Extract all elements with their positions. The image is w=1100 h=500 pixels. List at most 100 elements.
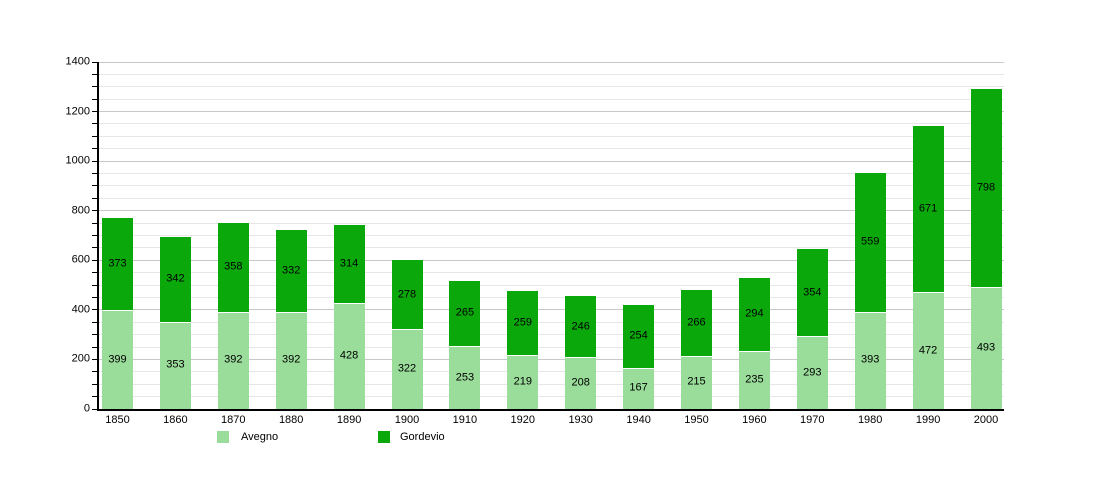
x-axis-label: 1870 [221, 414, 246, 426]
gridline-minor [99, 123, 1004, 125]
plot-area: 0 200 400 600 800 1000 1200 1400 399 373 1850 353 34… [66, 56, 1004, 426]
gridline-minor [99, 396, 1004, 398]
y-axis-tick [92, 148, 97, 150]
bar-value-label: 493 [976, 341, 996, 354]
y-axis-tick [92, 235, 97, 236]
bar-value-label: 472 [918, 344, 938, 356]
y-axis-label: 200 [71, 352, 90, 365]
bar-segment-gordevio [912, 125, 944, 292]
x-axis-label: 1890 [336, 414, 362, 426]
bar-segment-gordevio [738, 277, 770, 351]
y-axis-tick [92, 334, 97, 336]
y-axis-tick [92, 197, 97, 199]
x-axis-label: 1880 [278, 414, 304, 426]
y-axis-tick [92, 371, 97, 373]
bar-segment-avegno [681, 355, 712, 409]
bar-value-label: 399 [108, 353, 127, 366]
y-axis-tick [92, 173, 97, 175]
gridline-major [99, 160, 1004, 162]
bar-value-label: 246 [571, 320, 590, 333]
bar-value-label: 798 [976, 181, 996, 194]
bar-segment-avegno [217, 311, 249, 409]
y-axis-tick [92, 321, 97, 323]
bar-value-label: 294 [745, 307, 764, 320]
bar-segment-avegno [391, 329, 423, 409]
y-axis-label: 800 [71, 204, 90, 217]
x-axis-label: 1930 [568, 414, 593, 426]
bar-value-label: 332 [282, 264, 301, 277]
y-axis-tick [92, 272, 97, 274]
x-axis-label: 1850 [105, 414, 130, 426]
bar-value-label: 428 [339, 349, 359, 362]
bar-value-label: 373 [108, 257, 127, 270]
legend-label-avegno: Avegno [241, 431, 279, 443]
gridline-major [99, 111, 1004, 113]
y-axis-tick [92, 383, 97, 385]
bar-segment-gordevio [159, 236, 191, 322]
y-axis-label: 0 [83, 402, 90, 415]
bar-value-label: 265 [455, 306, 475, 319]
gridline-major [99, 358, 1004, 360]
gridline-major [99, 61, 1004, 63]
bar-segment-gordevio [102, 217, 133, 311]
gridline-minor [99, 383, 1004, 385]
gridline-minor [99, 185, 1004, 187]
gridline-minor [99, 296, 1004, 298]
bar-value-label: 253 [455, 371, 475, 384]
bar-value-label: 342 [166, 272, 185, 285]
bar-value-label: 235 [745, 373, 764, 386]
bar-segment-avegno [796, 336, 828, 409]
x-axis-label: 1960 [742, 414, 767, 426]
legend-swatch-avegno [217, 431, 229, 443]
gridline-minor [99, 371, 1004, 373]
y-axis-tick [92, 111, 97, 113]
bar-segment-gordevio [275, 229, 307, 312]
bar-segment-gordevio [796, 248, 828, 337]
x-axis-label: 1940 [626, 414, 651, 426]
gridline-major [99, 210, 1004, 212]
bar-segment-gordevio [970, 89, 1002, 287]
legend-swatch-gordevio [378, 431, 390, 443]
bar-value-label: 559 [861, 235, 880, 248]
y-axis-tick [92, 123, 97, 125]
y-axis-tick [92, 61, 97, 63]
bar-segment-avegno [507, 354, 539, 409]
y-axis-tick [92, 408, 97, 410]
bar-segment-avegno [970, 286, 1002, 409]
gridline-minor [99, 173, 1004, 175]
bar-segment-avegno [623, 367, 655, 409]
gridline-minor [99, 135, 1004, 137]
bar-value-label: 392 [224, 353, 243, 366]
y-axis-tick [92, 73, 97, 75]
y-axis-tick [92, 222, 97, 224]
bar-segment-avegno [912, 292, 944, 409]
x-axis-label: 1920 [510, 414, 536, 426]
y-axis-label: 1400 [65, 55, 90, 68]
gridline-minor [99, 272, 1004, 274]
bar-segment-avegno [275, 311, 307, 409]
y-axis-tick [92, 358, 97, 360]
gridline-minor [99, 321, 1004, 323]
gridline-major [99, 309, 1004, 311]
bar-segment-gordevio [217, 223, 249, 312]
x-axis-label: 1980 [857, 414, 883, 426]
y-axis-tick [92, 98, 97, 100]
gridline-minor [99, 197, 1004, 199]
bar-value-label: 293 [803, 366, 822, 379]
bar-segment-avegno [565, 357, 597, 409]
bar-value-label: 354 [803, 286, 822, 298]
gridline-minor [99, 247, 1004, 249]
gridline-minor [99, 86, 1004, 88]
legend: Avegno Gordevio [0, 431, 1100, 445]
y-axis-label: 600 [71, 253, 90, 266]
bar-segment-gordevio [565, 296, 597, 358]
y-axis-tick [92, 135, 97, 137]
bar-value-label: 314 [339, 257, 359, 270]
bar-value-label: 167 [629, 381, 648, 394]
bar-value-label: 208 [571, 376, 590, 389]
x-axis-label: 1970 [800, 414, 825, 426]
x-axis-label: 1990 [915, 414, 941, 426]
y-axis-tick [92, 296, 97, 298]
x-axis-label: 1950 [684, 414, 709, 426]
